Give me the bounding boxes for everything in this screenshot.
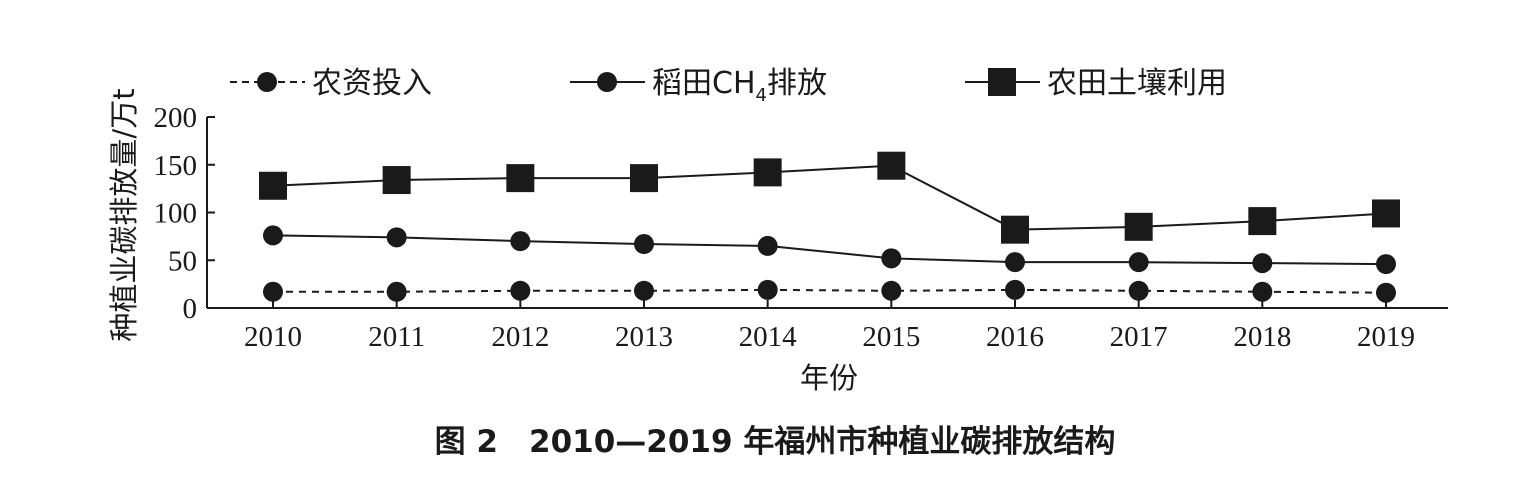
data-point bbox=[506, 164, 535, 193]
data-point bbox=[881, 280, 902, 301]
data-point bbox=[757, 235, 778, 256]
x-axis-label: 年份 bbox=[800, 361, 858, 395]
legend-swatch-marker bbox=[597, 72, 617, 92]
legend-label: 农田土壤利用 bbox=[1047, 66, 1227, 101]
data-point bbox=[634, 234, 654, 255]
data-point bbox=[757, 279, 778, 300]
x-tick-label: 2016 bbox=[986, 321, 1044, 353]
y-tick-label: 50 bbox=[168, 245, 197, 277]
data-point bbox=[263, 281, 283, 302]
data-point bbox=[1252, 281, 1273, 302]
y-tick-label: 100 bbox=[154, 198, 198, 230]
series-1 bbox=[263, 225, 1396, 275]
legend: 农资投入 稻田CH4排放 农田土壤利用 bbox=[230, 66, 1227, 106]
data-point bbox=[1005, 252, 1025, 273]
data-point bbox=[1248, 207, 1277, 236]
legend-label: 农资投入 bbox=[312, 66, 432, 101]
series-line bbox=[273, 288, 1387, 294]
data-point bbox=[877, 151, 906, 180]
legend-item-soil-use: 农田土壤利用 bbox=[965, 66, 1227, 101]
legend-item-fertilizer-input: 农资投入 bbox=[230, 66, 432, 101]
x-tick-label: 2017 bbox=[1110, 321, 1168, 353]
series-line bbox=[272, 164, 1387, 231]
y-axis-label: 种植业碳排放量/万t bbox=[107, 88, 141, 341]
x-tick-label: 2014 bbox=[739, 321, 798, 353]
legend-label: 稻田CH4排放 bbox=[652, 66, 827, 106]
x-tick-label: 2019 bbox=[1357, 321, 1415, 353]
legend-item-paddy-ch4: 稻田CH4排放 bbox=[570, 66, 827, 106]
y-tick-label: 200 bbox=[154, 102, 198, 134]
data-point bbox=[634, 280, 654, 301]
data-point bbox=[1124, 212, 1153, 241]
data-point bbox=[1376, 254, 1396, 275]
data-point bbox=[1372, 199, 1400, 228]
data-point bbox=[1376, 282, 1396, 303]
x-tick-label: 2010 bbox=[244, 321, 302, 353]
data-point bbox=[1252, 253, 1273, 274]
x-tick-label: 2015 bbox=[862, 321, 920, 353]
axes: 0 50 100 150 200 2010 2011 2012 2013 2014 2015 2016… bbox=[154, 102, 1448, 353]
data-point bbox=[630, 164, 658, 193]
data-point bbox=[386, 227, 407, 248]
data-point bbox=[382, 166, 411, 195]
data-point bbox=[1001, 215, 1029, 244]
data-point bbox=[263, 225, 283, 246]
series-0 bbox=[263, 279, 1396, 303]
legend-swatch-marker bbox=[257, 72, 277, 92]
legend-swatch-marker bbox=[988, 68, 1016, 96]
data-point bbox=[1005, 279, 1025, 300]
series-2 bbox=[259, 151, 1400, 244]
data-point bbox=[881, 248, 902, 269]
data-point bbox=[510, 280, 531, 301]
series-layer bbox=[259, 151, 1400, 303]
y-tick-label: 150 bbox=[154, 150, 198, 182]
y-tick-label: 0 bbox=[183, 293, 198, 325]
data-point bbox=[1128, 280, 1149, 301]
data-point bbox=[753, 158, 782, 187]
series-line bbox=[272, 234, 1387, 266]
data-point bbox=[386, 281, 407, 302]
data-point bbox=[510, 231, 531, 252]
data-point bbox=[259, 171, 287, 200]
x-tick-label: 2018 bbox=[1233, 321, 1291, 353]
x-tick-label: 2012 bbox=[491, 321, 549, 353]
data-point bbox=[1128, 252, 1149, 273]
x-tick-label: 2011 bbox=[368, 321, 425, 353]
figure-caption: 图 2 2010—2019 年福州市种植业碳排放结构 bbox=[435, 424, 1116, 460]
x-tick-label: 2013 bbox=[615, 321, 673, 353]
